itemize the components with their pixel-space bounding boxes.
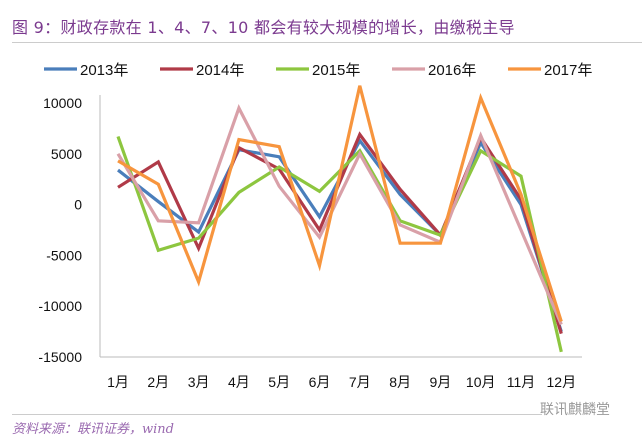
x-tick-label: 2月: [147, 374, 169, 390]
legend-label: 2016年: [428, 62, 476, 79]
legend-item: 2015年: [276, 62, 360, 79]
legend-item: 2014年: [160, 62, 244, 79]
legend-label: 2015年: [312, 62, 360, 79]
x-tick-label: 11月: [507, 374, 536, 390]
x-tick-label: 3月: [188, 374, 210, 390]
watermark: 联讯麒麟堂: [540, 399, 610, 419]
y-tick-label: -15000: [38, 349, 82, 365]
y-axis: 10000 5000 0 -5000 -10000 -15000: [38, 95, 100, 365]
source-note: 资料来源：联讯证券，wind: [12, 418, 174, 437]
x-axis: 1月 2月 3月 4月 5月 6月 7月 8月 9月 10月 11月 12月: [100, 357, 582, 390]
series-lines: [118, 86, 561, 352]
legend-item: 2013年: [44, 62, 128, 79]
y-tick-label: -10000: [38, 298, 82, 314]
y-tick-label: 0: [74, 197, 82, 213]
legend-label: 2017年: [544, 62, 592, 79]
legend-item: 2016年: [392, 62, 476, 79]
x-tick-label: 10月: [466, 374, 496, 390]
x-tick-label: 9月: [430, 374, 452, 390]
x-tick-label: 1月: [107, 374, 129, 390]
y-tick-label: 10000: [43, 95, 82, 111]
x-tick-label: 5月: [268, 374, 290, 390]
legend-item: 2017年: [508, 62, 592, 79]
x-tick-label: 6月: [309, 374, 331, 390]
legend-label: 2013年: [80, 62, 128, 79]
x-tick-label: 8月: [389, 374, 411, 390]
footer-divider: [12, 414, 542, 415]
x-tick-label: 4月: [228, 374, 250, 390]
y-tick-label: -5000: [46, 247, 82, 263]
series-line-2017: [118, 86, 561, 322]
x-tick-label: 7月: [349, 374, 371, 390]
legend-label: 2014年: [196, 62, 244, 79]
y-tick-label: 5000: [51, 146, 82, 162]
legend: 2013年 2014年 2015年 2016年 2017年: [44, 62, 592, 79]
x-tick-label: 12月: [547, 374, 577, 390]
